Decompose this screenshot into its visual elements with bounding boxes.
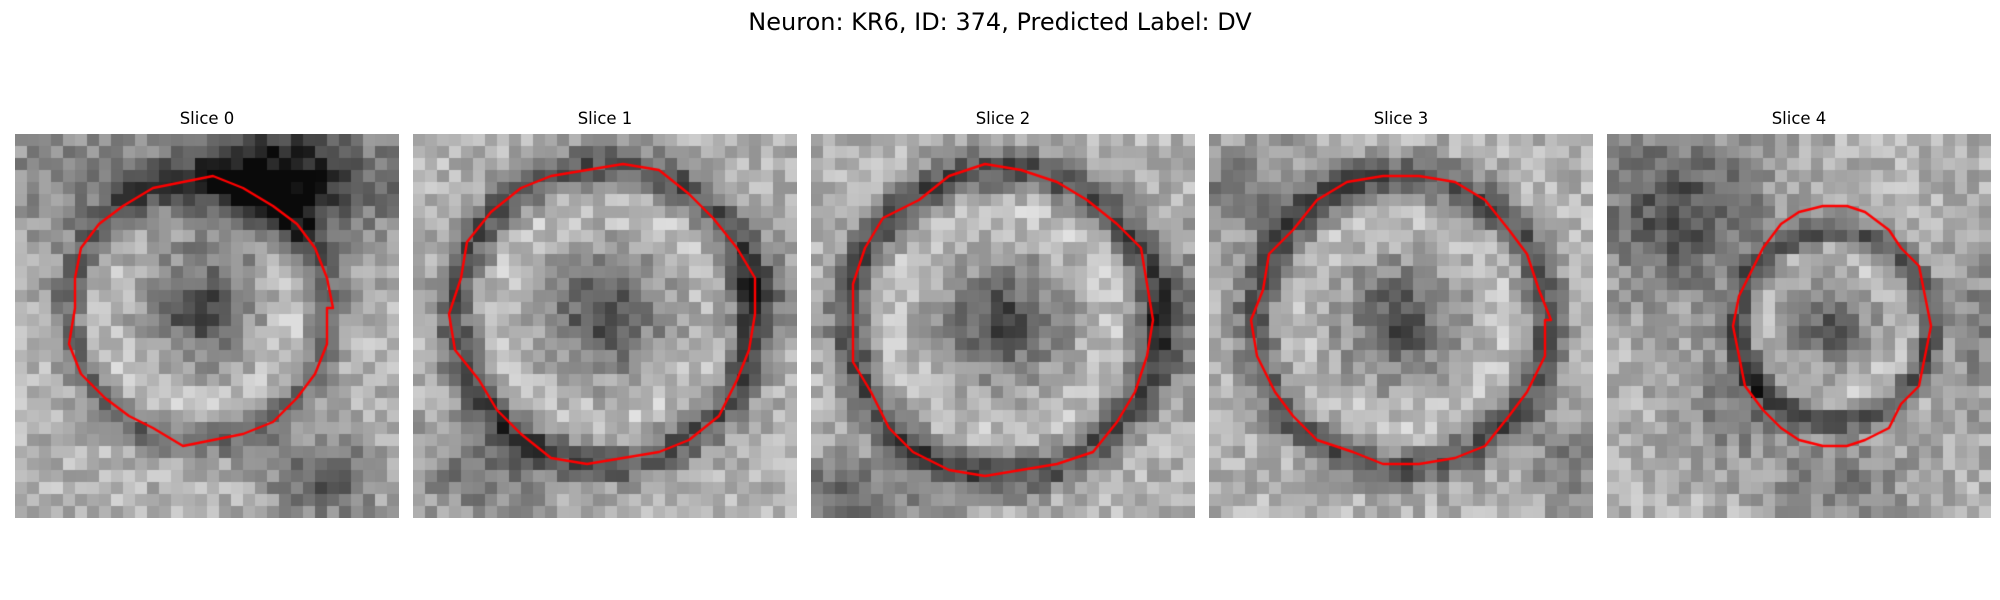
- slice-panel-2: Slice 2: [811, 108, 1195, 518]
- slice-title: Slice 4: [1771, 109, 1827, 128]
- slice-image: [811, 134, 1195, 518]
- slice-image: [413, 134, 797, 518]
- slice-title: Slice 3: [1373, 109, 1429, 128]
- slice-image: [1209, 134, 1593, 518]
- slice-panel-4: Slice 4: [1607, 108, 1991, 518]
- slice-panel-3: Slice 3: [1209, 108, 1593, 518]
- slice-title: Slice 0: [179, 109, 235, 128]
- slice-title: Slice 1: [577, 109, 633, 128]
- figure-title: Neuron: KR6, ID: 374, Predicted Label: D…: [748, 8, 1252, 36]
- slice-image: [15, 134, 399, 518]
- slice-title: Slice 2: [975, 109, 1031, 128]
- slice-image: [1607, 134, 1991, 518]
- slice-panel-0: Slice 0: [15, 108, 399, 518]
- slice-panel-1: Slice 1: [413, 108, 797, 518]
